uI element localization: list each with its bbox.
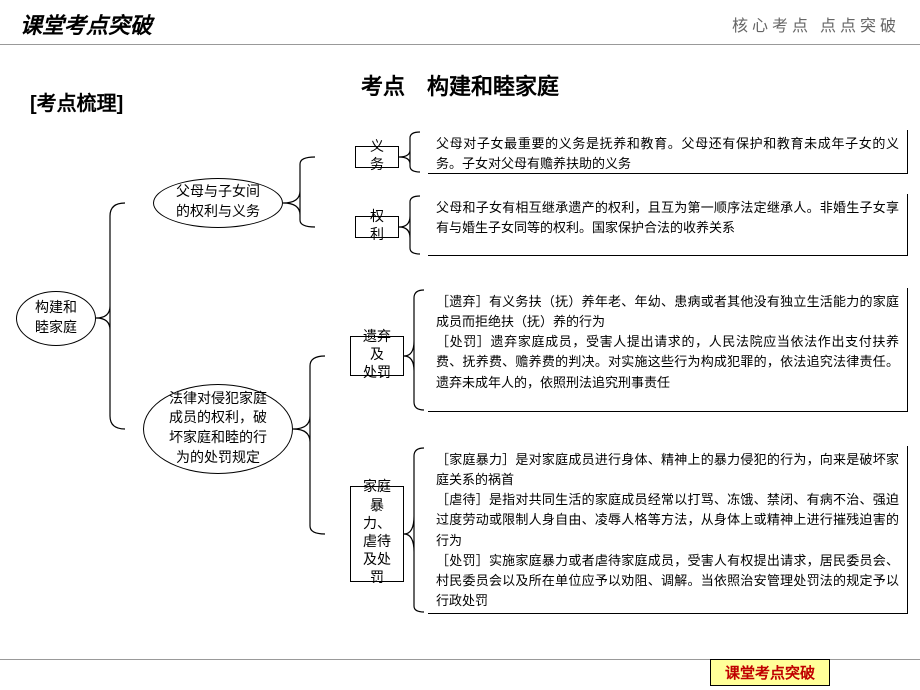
node-branch-law-punishment: 法律对侵犯家庭成员的权利，破坏家庭和睦的行为的处罚规定 <box>143 384 293 474</box>
content-violence: ［家庭暴力］是对家庭成员进行身体、精神上的暴力侵犯的行为，向来是破坏家庭关系的祸… <box>428 446 908 614</box>
footer-badge: 课堂考点突破 <box>710 659 830 686</box>
tree-diagram: 构建和睦家庭 父母与子女间的权利与义务 法律对侵犯家庭成员的权利，破坏家庭和睦的… <box>0 116 920 676</box>
content-abandon: ［遗弃］有义务扶（抚）养年老、年幼、患病或者其他没有独立生活能力的家庭成员而拒绝… <box>428 288 908 412</box>
page-header: 课堂考点突破 核心考点 点点突破 <box>0 0 920 45</box>
content-right: 父母和子女有相互继承遗产的权利，且互为第一顺序法定继承人。非婚生子女享有与婚生子… <box>428 194 908 256</box>
node-leaf-violence: 家庭暴力、虐待及处罚 <box>350 486 404 582</box>
content-duty: 父母对子女最重要的义务是抚养和教育。父母还有保护和教育未成年子女的义务。子女对父… <box>428 130 908 174</box>
node-branch-rights-duties: 父母与子女间的权利与义务 <box>153 178 283 228</box>
header-title-right: 核心考点 点点突破 <box>732 12 900 36</box>
node-leaf-right: 权利 <box>355 216 399 238</box>
node-leaf-abandon: 遗弃及处罚 <box>350 336 404 376</box>
node-leaf-duty: 义务 <box>355 146 399 168</box>
node-root: 构建和睦家庭 <box>16 291 96 346</box>
header-title-left: 课堂考点突破 <box>20 8 152 40</box>
